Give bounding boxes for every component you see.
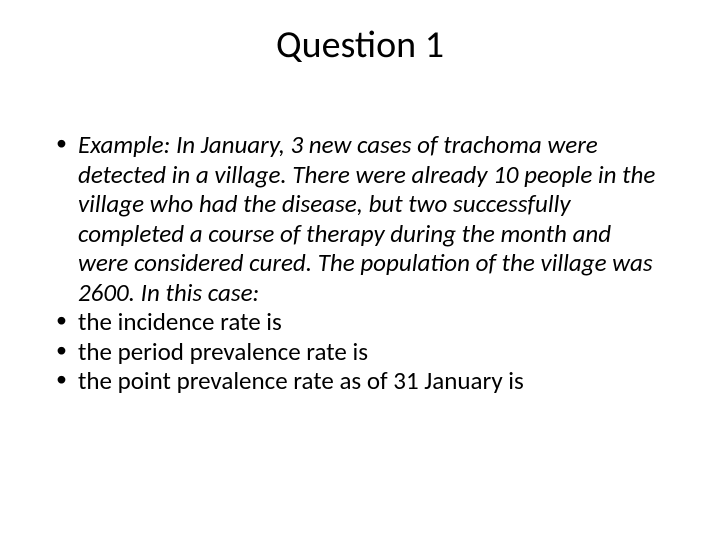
slide-body: Example: In January, 3 new cases of trac…	[54, 130, 666, 396]
list-item: the incidence rate is	[54, 307, 666, 337]
bullet-text: the period prevalence rate is	[78, 336, 368, 367]
bullet-list: Example: In January, 3 new cases of trac…	[54, 130, 666, 396]
list-item: the period prevalence rate is	[54, 337, 666, 367]
bullet-text: the point prevalence rate as of 31 Janua…	[78, 365, 524, 396]
bullet-text: the incidence rate is	[78, 306, 282, 337]
list-item: the point prevalence rate as of 31 Janua…	[54, 366, 666, 396]
slide: Question 1 Example: In January, 3 new ca…	[0, 0, 720, 540]
list-item: Example: In January, 3 new cases of trac…	[54, 130, 666, 307]
bullet-text-italic: Example: In January, 3 new cases of trac…	[78, 129, 655, 308]
slide-title: Question 1	[0, 22, 720, 68]
